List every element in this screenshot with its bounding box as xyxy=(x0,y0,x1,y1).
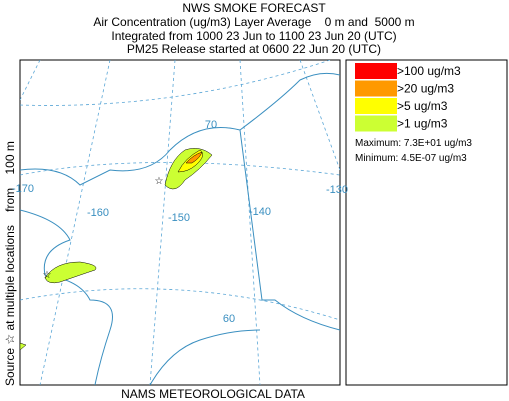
graticule xyxy=(39,60,111,385)
legend-label: >5 ug/m3 xyxy=(397,99,448,113)
coastline xyxy=(20,209,113,385)
title: NWS SMOKE FORECAST xyxy=(182,1,326,15)
legend-label: >1 ug/m3 xyxy=(397,117,448,131)
smoke-area xyxy=(185,151,203,164)
graticule-label: 60 xyxy=(223,313,235,325)
legend-label: >20 ug/m3 xyxy=(397,82,454,96)
footer: NAMS METEOROLOGICAL DATA xyxy=(121,387,305,401)
smoke-area xyxy=(44,261,97,284)
smoke-area xyxy=(20,342,27,351)
graticule-label: 70 xyxy=(205,119,217,131)
legend-label: >100 ug/m3 xyxy=(397,64,461,78)
legend-swatch xyxy=(355,98,397,114)
coastline xyxy=(239,72,340,131)
legend xyxy=(345,59,508,386)
subtitle: Integrated from 1000 23 Jun to 1100 23 J… xyxy=(111,29,396,43)
coastline xyxy=(149,329,261,385)
map-frame xyxy=(19,59,341,386)
legend-swatch xyxy=(355,80,397,97)
graticule xyxy=(20,60,331,106)
minimum: Minimum: 4.5E-07 ug/m3 xyxy=(355,153,467,164)
map: ☆ ☆ xyxy=(19,59,341,386)
graticule xyxy=(149,60,176,385)
maximum: Maximum: 7.3E+01 ug/m3 xyxy=(355,138,472,149)
graticule-label: -150 xyxy=(168,212,190,224)
legend-frame xyxy=(345,59,508,386)
graticule xyxy=(20,288,340,321)
subtitle: PM25 Release started at 0600 22 Jun 20 (… xyxy=(127,42,381,56)
source-marker: ☆ xyxy=(43,270,52,281)
graticule-label: -130 xyxy=(326,184,348,196)
side-label: Source ☆ at multiple locations from 100 … xyxy=(3,141,17,386)
graticule-label: -170 xyxy=(12,183,34,195)
graticule xyxy=(20,162,340,176)
legend-swatch xyxy=(355,63,397,79)
graticule xyxy=(239,60,261,385)
graticule-label: -140 xyxy=(249,206,271,218)
legend-swatch xyxy=(355,115,397,132)
graticule-label: -160 xyxy=(87,207,109,219)
coastline xyxy=(20,127,340,331)
graticule xyxy=(20,60,41,101)
source-marker: ☆ xyxy=(155,176,164,187)
subtitle: Air Concentration (ug/m3) Layer Average … xyxy=(93,15,414,29)
graticule xyxy=(299,60,340,171)
